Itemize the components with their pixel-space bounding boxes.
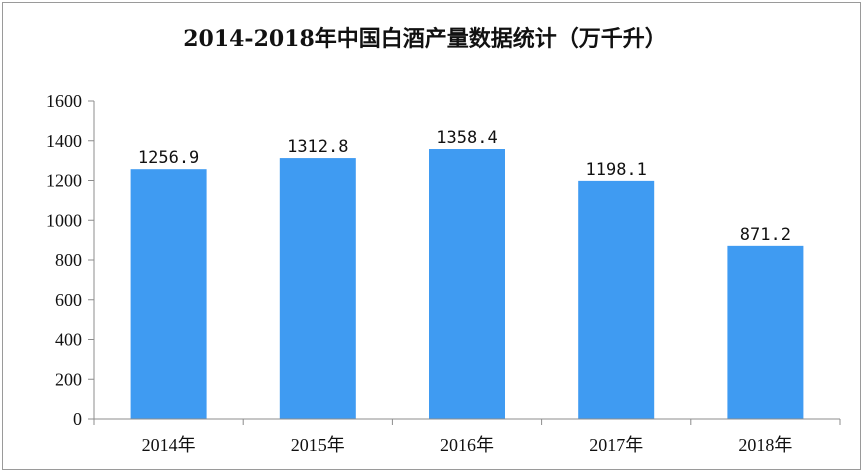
y-tick-label: 1600: [46, 91, 82, 111]
y-axis: 0 200 400 600 800 1000 1200 1400 1600: [46, 91, 95, 429]
data-label: 871.2: [740, 225, 791, 245]
x-tick-label: 2016年: [440, 435, 494, 455]
bar: [578, 180, 655, 419]
x-tick-label: 2015年: [291, 435, 345, 455]
data-label: 1198.1: [585, 160, 646, 180]
y-tick-label: 0: [73, 409, 82, 429]
data-label: 1358.4: [436, 128, 497, 148]
y-tick-label: 600: [55, 290, 82, 310]
chart-title: 2014-2018年中国白酒产量数据统计（万千升）: [183, 26, 667, 52]
y-tick-label: 1200: [46, 171, 82, 191]
bar: [727, 245, 804, 419]
x-tick-label: 2018年: [738, 435, 792, 455]
y-tick-label: 400: [55, 330, 82, 350]
x-tick-label: 2017年: [589, 435, 643, 455]
bar: [429, 149, 505, 419]
bar: [279, 158, 356, 419]
bar: [130, 169, 207, 419]
x-axis: 2014年 2015年 2016年 2017年 2018年: [93, 418, 841, 455]
data-label: 1256.9: [138, 148, 199, 168]
y-tick-label: 1400: [46, 131, 82, 151]
bars-group: 1256.9 1312.8 1358.4 1198.1 871.2: [130, 128, 804, 419]
data-label: 1312.8: [287, 137, 348, 157]
y-tick-label: 800: [55, 250, 82, 270]
y-tick-label: 1000: [46, 210, 82, 230]
x-tick-label: 2014年: [142, 435, 196, 455]
y-tick-label: 200: [55, 369, 82, 389]
